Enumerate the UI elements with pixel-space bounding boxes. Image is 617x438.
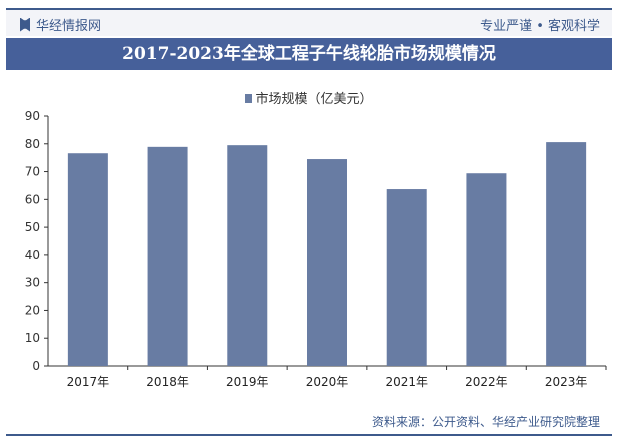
x-tick-label: 2019年 bbox=[226, 375, 269, 389]
source-note: 资料来源：公开资料、华经产业研究院整理 bbox=[371, 415, 600, 429]
bar-2019年 bbox=[227, 145, 268, 366]
x-tick-label: 2023年 bbox=[545, 375, 588, 389]
y-tick-label: 10 bbox=[25, 331, 40, 345]
bar-2023年 bbox=[546, 142, 587, 366]
y-tick-label: 50 bbox=[25, 220, 40, 234]
y-tick-label: 80 bbox=[25, 137, 40, 151]
y-tick-label: 0 bbox=[32, 359, 40, 373]
bar-2017年 bbox=[67, 153, 108, 366]
bar-2020年 bbox=[307, 159, 347, 366]
legend: 市场规模（亿美元） bbox=[6, 88, 612, 107]
bar-2022年 bbox=[466, 173, 507, 366]
y-tick-label: 60 bbox=[25, 192, 40, 206]
chart-title: 2017-2023年全球工程子午线轮胎市场规模情况 bbox=[6, 38, 612, 70]
bar-2021年 bbox=[386, 189, 427, 366]
x-tick-label: 2017年 bbox=[67, 375, 110, 389]
legend-label: 市场规模（亿美元） bbox=[255, 92, 373, 107]
brand-name: 华经情报网 bbox=[36, 19, 102, 34]
brand: 华经情报网 bbox=[20, 15, 101, 34]
y-tick-label: 90 bbox=[25, 109, 40, 123]
x-tick-label: 2021年 bbox=[385, 375, 428, 389]
x-tick-label: 2020年 bbox=[306, 375, 349, 389]
x-tick-label: 2022年 bbox=[465, 375, 508, 389]
y-tick-label: 20 bbox=[25, 303, 40, 317]
logo-icon bbox=[20, 17, 30, 32]
legend-swatch bbox=[245, 94, 253, 103]
slogan: 专业严谨 • 客观科学 bbox=[480, 19, 600, 34]
x-tick-label: 2018年 bbox=[146, 375, 189, 389]
bar-2018年 bbox=[147, 146, 188, 366]
y-tick-label: 30 bbox=[25, 276, 40, 290]
y-tick-label: 70 bbox=[25, 165, 40, 179]
y-tick-label: 40 bbox=[25, 248, 40, 262]
top-bar: 华经情报网 专业严谨 • 客观科学 bbox=[6, 10, 612, 36]
